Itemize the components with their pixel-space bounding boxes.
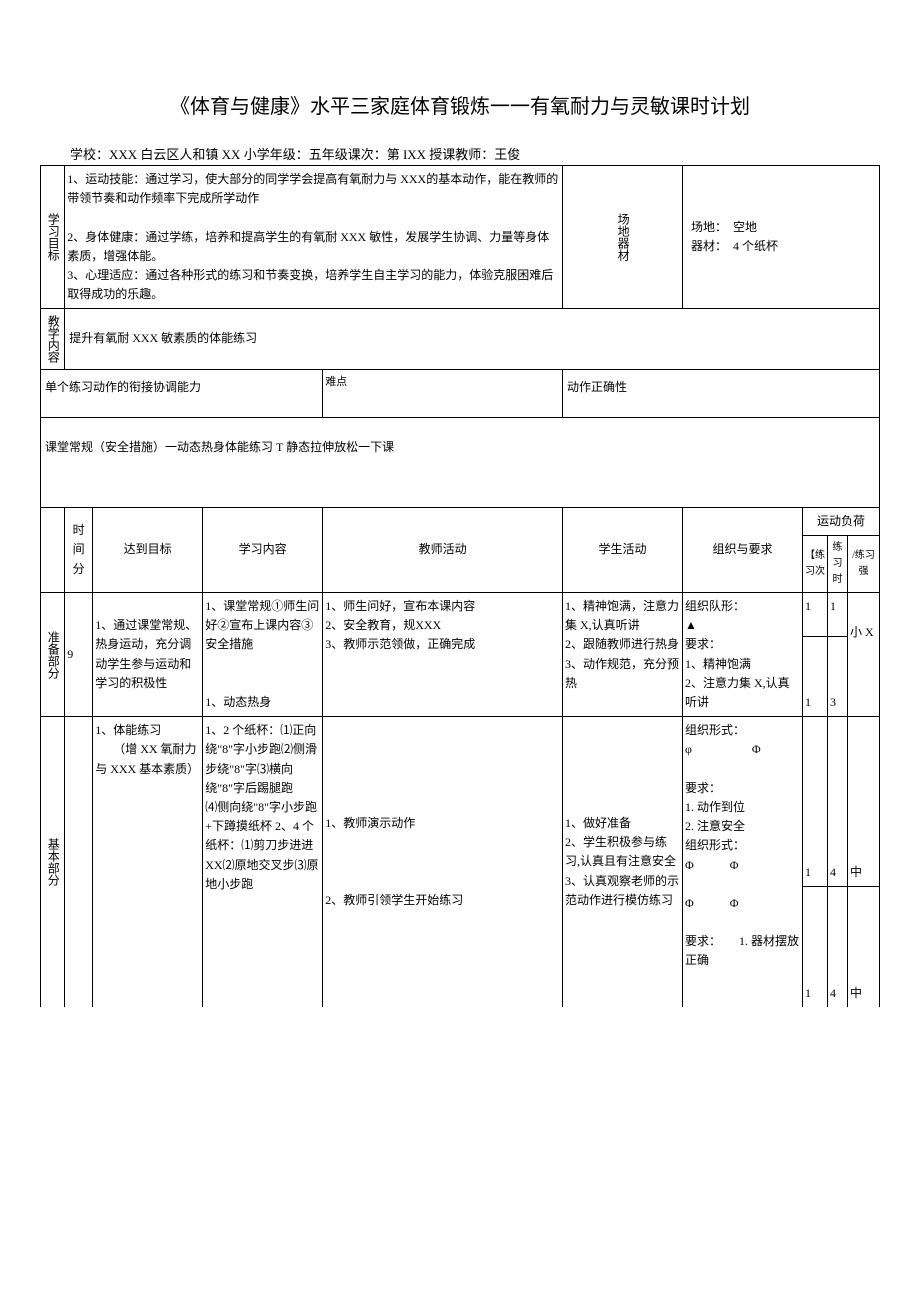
header-load: 运动负荷 xyxy=(803,507,880,535)
key-point: 单个练习动作的衔接协调能力 xyxy=(41,369,323,417)
header-load-times: 【练习次 xyxy=(803,536,828,593)
basic-teacher: 1、教师演示动作 2、教师引领学生开始练习 xyxy=(323,717,563,1007)
label-teaching-content: 教学内容 xyxy=(41,309,65,369)
label-basic: 基本部分 xyxy=(41,717,65,1007)
basic-content: 1、2 个纸杯：⑴正向绕"8"字小步跑⑵侧滑步绕"8"字⑶横向绕"8"字后踢腿跑… xyxy=(203,717,323,1007)
prep-load2a: 1 xyxy=(828,593,848,637)
prep-load3a: 小 X xyxy=(848,593,880,717)
prep-goal: 1、通过课堂常规、热身运动，充分调动学生参与运动和学习的积极性 xyxy=(93,593,203,717)
prep-load2b: 3 xyxy=(828,637,848,717)
prep-time: 9 xyxy=(65,593,93,717)
header-goal: 达到目标 xyxy=(93,507,203,592)
prep-student: 1、精神饱满，注意力集 X,认真听讲 2、跟随教师进行热身 3、动作规范，充分预… xyxy=(563,593,683,717)
basic-goal: 1、体能练习 （增 XX 氧耐力与 XXX 基本素质） xyxy=(93,717,203,1007)
lesson-plan-table: 学习目标 1、运动技能：通过学习，使大部分的同学学会提高有氧耐力与 XXX的基本… xyxy=(40,165,880,1007)
objectives-text: 1、运动技能：通过学习，使大部分的同学学会提高有氧耐力与 XXX的基本动作，能在… xyxy=(65,166,563,309)
basic-org: 组织形式： φ Φ 要求： 1. 动作到位 2. 注意安全 组织形式： Φ Φ … xyxy=(683,717,803,1007)
basic-load2a: 4 xyxy=(828,717,848,887)
header-teacher: 教师活动 xyxy=(323,507,563,592)
basic-load3b: 中 xyxy=(848,887,880,1007)
header-load-time: 练习时 xyxy=(828,536,848,593)
prep-content: 1、课堂常规①师生问好②宣布上课内容③安全措施 1、动态热身 xyxy=(203,593,323,717)
prep-load1a: 1 xyxy=(803,593,828,637)
meta-info: 学校：XXX 白云区人和镇 XX 小学年级：五年级课次：第 IXX 授课教师：王… xyxy=(70,144,880,163)
basic-load1a: 1 xyxy=(803,717,828,887)
header-time: 时间分 xyxy=(65,507,93,592)
basic-time xyxy=(65,717,93,1007)
teaching-content-text: 提升有氧耐 XXX 敏素质的体能练习 xyxy=(65,309,880,369)
header-student: 学生活动 xyxy=(563,507,683,592)
label-difficulty: 难点 xyxy=(323,369,563,417)
prep-teacher: 1、师生问好，宣布本课内容 2、安全教育，规XXX 3、教师示范领做，正确完成 xyxy=(323,593,563,717)
basic-load3a: 中 xyxy=(848,717,880,887)
venue-text: 场地： 空地 器材： 4 个纸杯 xyxy=(683,166,880,309)
prep-load1b: 1 xyxy=(803,637,828,717)
label-objectives: 学习目标 xyxy=(41,166,65,309)
prep-org: 组织队形： ▲ 要求： 1、精神饱满 2、注意力集 X,认真听讲 xyxy=(683,593,803,717)
page-title: 《体育与健康》水平三家庭体育锻炼一一有氧耐力与灵敏课时计划 xyxy=(40,90,880,119)
difficulty-text: 动作正确性 xyxy=(563,369,880,417)
label-prep: 准备部分 xyxy=(41,593,65,717)
header-org: 组织与要求 xyxy=(683,507,803,592)
header-content: 学习内容 xyxy=(203,507,323,592)
process-text: 课堂常规（安全措施）一动态热身体能练习 T 静态拉伸放松一下课 xyxy=(41,417,880,507)
basic-load1b: 1 xyxy=(803,887,828,1007)
basic-student: 1、做好准备 2、学生积极参与练习,认真且有注意安全 3、认真观察老师的示范动作… xyxy=(563,717,683,1007)
header-load-intensity: /练习强 xyxy=(848,536,880,593)
basic-load2b: 4 xyxy=(828,887,848,1007)
label-venue: 场地器材 xyxy=(563,166,683,309)
